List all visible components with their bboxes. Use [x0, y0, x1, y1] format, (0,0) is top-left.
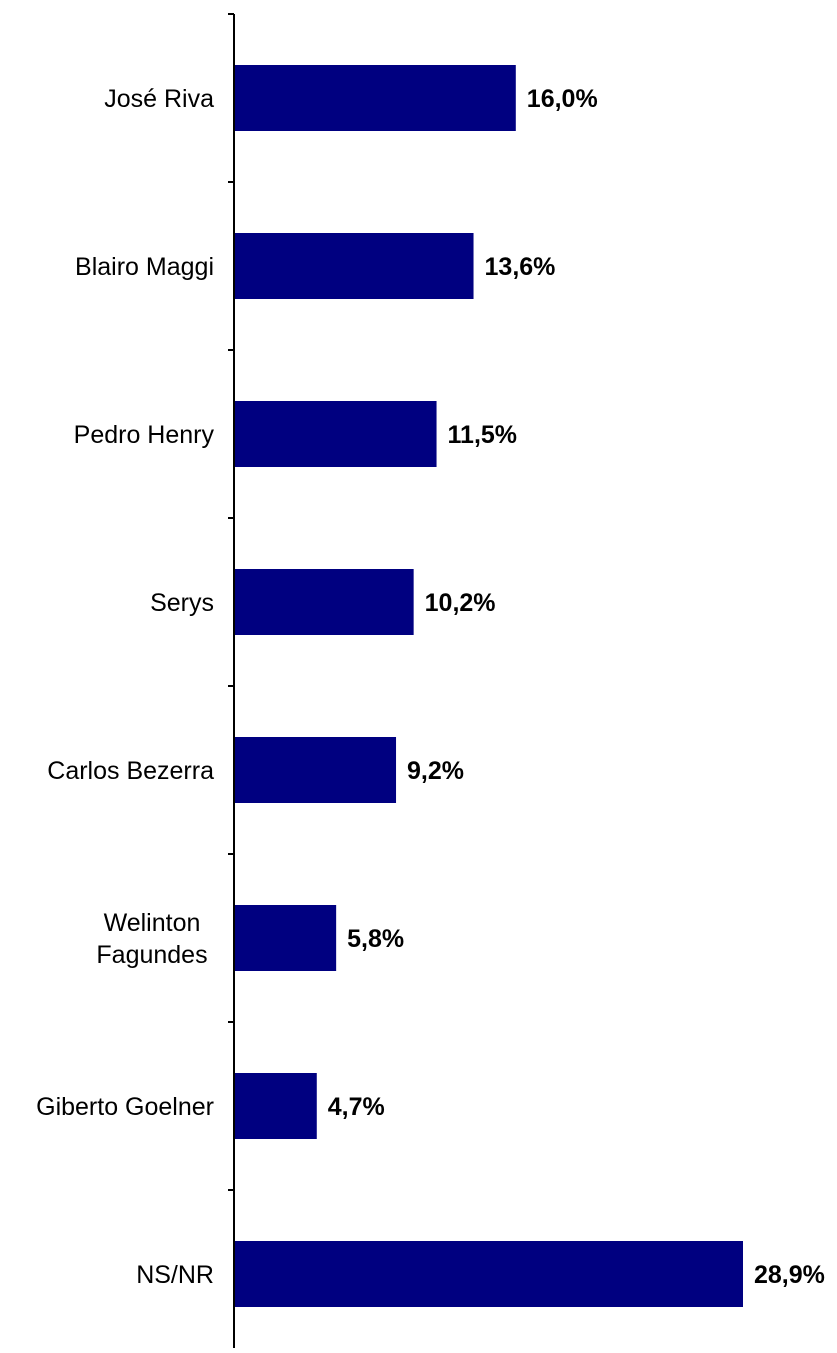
bar	[234, 569, 414, 635]
value-label: 13,6%	[485, 253, 556, 281]
value-label: 11,5%	[448, 421, 518, 449]
bar	[234, 1073, 317, 1139]
category-label: Blairo Maggi	[75, 253, 214, 281]
category-label: Pedro Henry	[74, 421, 215, 449]
bar	[234, 737, 397, 803]
category-axis	[228, 13, 235, 1348]
category-label: José Riva	[104, 85, 214, 113]
category-label: Welinton Fagundes	[96, 909, 207, 969]
bar	[234, 1241, 743, 1307]
value-label: 10,2%	[425, 589, 496, 617]
category-label: Giberto Goelner	[36, 1093, 214, 1121]
value-label: 9,2%	[407, 757, 464, 785]
category-label: NS/NR	[136, 1261, 214, 1289]
category-label-line: Welinton	[104, 909, 201, 937]
value-label: 16,0%	[527, 85, 598, 113]
labels-layer: 16,0% José Riva 13,6% Blairo Maggi 11,5% Pedr…	[36, 85, 825, 1289]
value-label: 28,9%	[754, 1261, 825, 1289]
bar	[234, 233, 474, 299]
bars-layer	[234, 65, 743, 1307]
category-label: Serys	[150, 589, 214, 617]
bar	[234, 401, 437, 467]
category-label: Carlos Bezerra	[47, 757, 214, 785]
value-label: 4,7%	[328, 1093, 385, 1121]
bar	[234, 905, 337, 971]
value-label: 5,8%	[347, 925, 404, 953]
category-label-line: Fagundes	[96, 941, 207, 969]
bar	[234, 65, 516, 131]
